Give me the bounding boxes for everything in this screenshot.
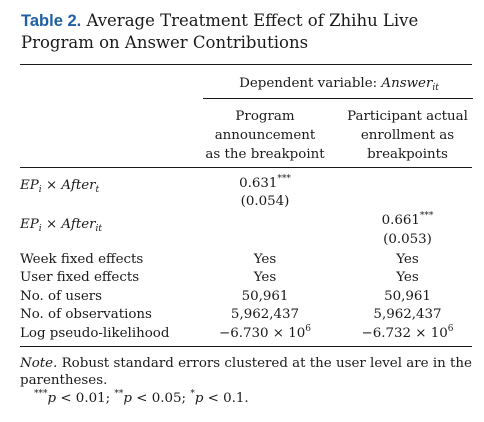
user-fe-col2: Yes — [396, 270, 419, 285]
coef-ep-after-it-col2: 0.661*** — [381, 211, 434, 229]
users-col2: 50,961 — [384, 289, 431, 304]
top-rule — [20, 64, 472, 65]
se-ep-after-t-col1: (0.054) — [240, 194, 290, 209]
table-caption: Average Treatment Effect of Zhihu Live P… — [21, 11, 419, 52]
table-number: Table 2. — [21, 12, 82, 30]
week-fe-col1: Yes — [253, 252, 277, 267]
table-title: Table 2. Average Treatment Effect of Zhi… — [21, 10, 471, 53]
row-label-observations: No. of observations — [20, 307, 152, 322]
dependent-variable-rule — [203, 98, 473, 99]
loglik-col2: −6.732 × 106 — [361, 324, 454, 342]
table-note: Note. Robust standard errors clustered a… — [20, 356, 472, 388]
row-label-ep-after-t: EPi × Aftert — [20, 178, 100, 195]
observations-col1: 5,962,437 — [230, 307, 300, 322]
dependent-variable-name: Answerit — [381, 76, 439, 93]
week-fe-col2: Yes — [396, 252, 419, 267]
loglik-col1: −6.730 × 106 — [218, 324, 312, 342]
dependent-variable-header: Dependent variable: Answerit — [239, 76, 439, 93]
bottom-rule — [20, 346, 472, 347]
row-label-users: No. of users — [20, 289, 103, 304]
user-fe-col1: Yes — [253, 270, 277, 285]
se-ep-after-it-col2: (0.053) — [383, 232, 432, 247]
observations-col2: 5,962,437 — [373, 307, 442, 322]
row-label-week-fe: Week fixed effects — [20, 252, 144, 267]
header-rule — [20, 167, 472, 168]
row-label-loglik: Log pseudo-likelihood — [20, 326, 170, 341]
column-header-1: Program announcement as the breakpoint — [205, 109, 325, 162]
users-col1: 50,961 — [241, 289, 289, 304]
coef-ep-after-t-col1: 0.631*** — [239, 174, 291, 192]
row-label-ep-after-it: EPi × Afterit — [20, 217, 103, 234]
significance-legend: ***p < 0.01; **p < 0.05; *p < 0.1. — [34, 389, 249, 407]
row-label-user-fe: User fixed effects — [20, 270, 140, 285]
column-header-2: Participant actual enrollment as breakpo… — [347, 109, 468, 162]
